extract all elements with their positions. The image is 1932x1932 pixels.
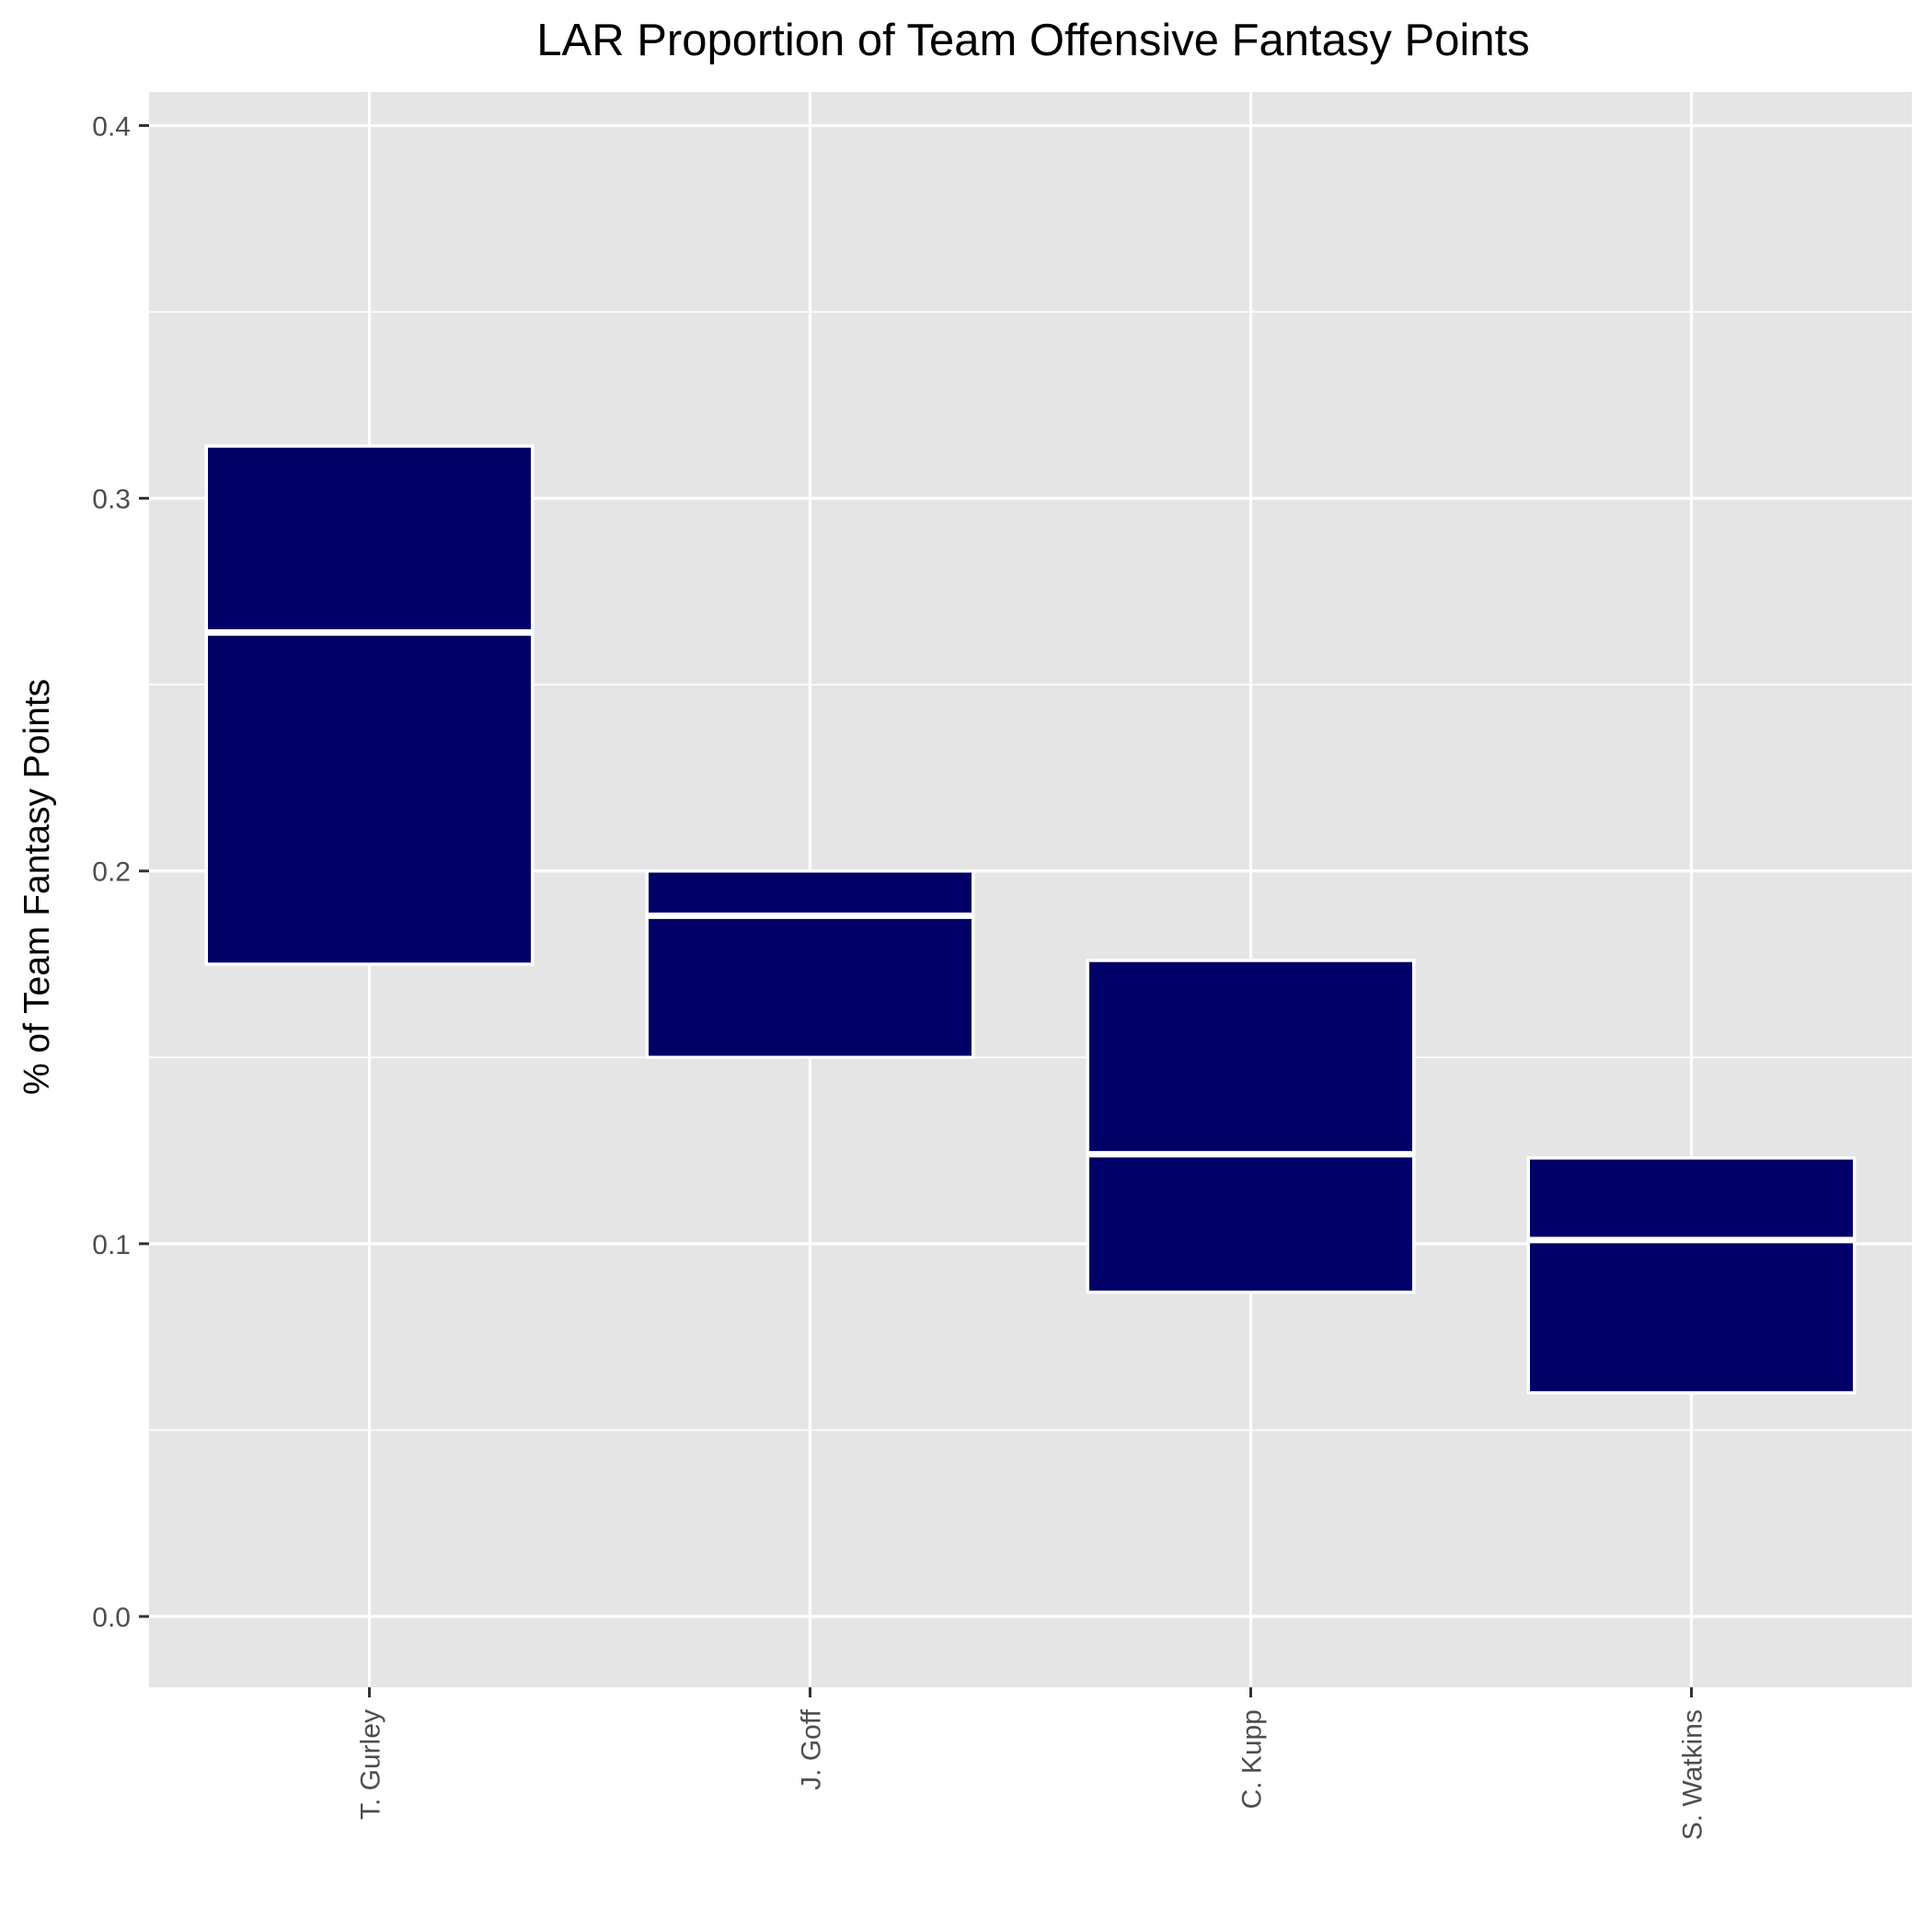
y-tick-label: 0.0 (92, 1603, 131, 1633)
y-tick-label: 0.1 (92, 1230, 131, 1260)
x-tick-label: C. Kupp (1237, 1709, 1268, 1809)
crossbar-box (645, 868, 975, 1060)
crossbar-box (1086, 959, 1416, 1294)
x-tick-label: S. Watkins (1678, 1709, 1708, 1840)
crossbar-box (1526, 1156, 1857, 1395)
y-tick-label: 0.2 (92, 857, 131, 888)
y-tick-label: 0.3 (92, 485, 131, 515)
chart-title: LAR Proportion of Team Offensive Fantasy… (536, 16, 1529, 65)
x-tick-label: T. Gurley (356, 1709, 386, 1820)
crossbar-box (204, 444, 535, 966)
y-axis: 0.0 0.1 0.2 0.3 0.4 (92, 111, 149, 1633)
y-tick-label: 0.4 (92, 111, 131, 142)
x-axis: T. Gurley J. Goff C. Kupp S. Watkins (356, 1687, 1708, 1840)
x-tick-label: J. Goff (797, 1708, 827, 1789)
bars-layer (204, 444, 1857, 1395)
y-axis-title: % of Team Fantasy Points (17, 679, 57, 1095)
